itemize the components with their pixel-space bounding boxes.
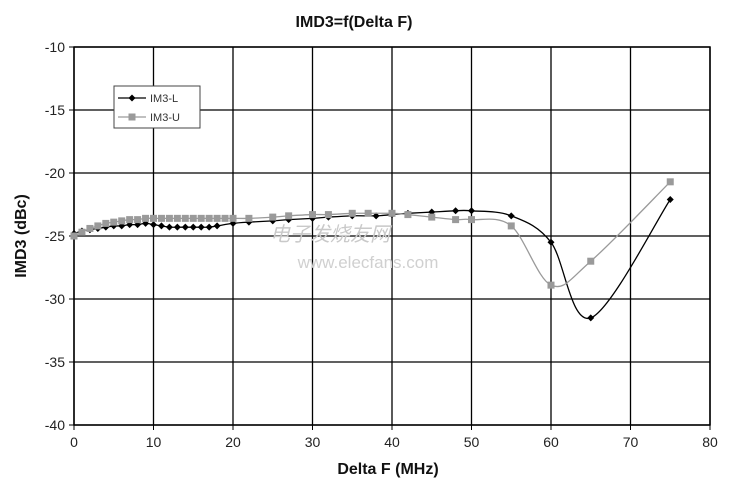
data-point-im3-u (118, 217, 126, 225)
data-point-im3-u (197, 214, 205, 222)
x-tick-label: 20 (225, 434, 241, 450)
data-point-im3-l (173, 223, 181, 231)
x-tick-label: 30 (305, 434, 321, 450)
data-point-im3-u (181, 214, 189, 222)
y-tick-label: -20 (45, 165, 65, 181)
data-point-im3-u (134, 216, 142, 224)
legend-label-im3-u: IM3-U (150, 112, 180, 124)
data-point-im3-l (181, 223, 189, 231)
data-point-im3-u (86, 224, 94, 232)
watermark-url-text: www.elecfans.com (297, 253, 439, 272)
data-point-im3-l (205, 223, 213, 231)
data-point-im3-l (197, 223, 205, 231)
data-point-im3-u (102, 219, 110, 227)
data-point-im3-u (213, 214, 221, 222)
data-point-im3-u (348, 209, 356, 217)
watermark: 电子发烧友网 www.elecfans.com (270, 222, 438, 272)
data-point-im3-u (165, 214, 173, 222)
data-point-im3-u (94, 222, 102, 230)
data-point-im3-u (428, 213, 436, 221)
legend-label-im3-l: IM3-L (150, 93, 178, 105)
data-point-im3-l (468, 207, 475, 215)
data-point-im3-l (666, 195, 674, 203)
watermark-chinese-text: 电子发烧友网 (270, 222, 393, 246)
x-tick-label: 70 (623, 434, 639, 450)
data-point-im3-u (388, 209, 396, 217)
data-point-im3-u (666, 178, 674, 186)
x-tick-label: 10 (146, 434, 162, 450)
y-tick-label: -10 (45, 39, 65, 55)
x-tick-label: 40 (384, 434, 400, 450)
data-point-im3-u (150, 214, 157, 222)
data-point-im3-l (507, 212, 515, 220)
y-axis-title: IMD3 (dBc) (13, 194, 30, 278)
data-point-im3-u (126, 216, 134, 224)
data-point-im3-l (452, 207, 460, 215)
data-point-im3-u (324, 211, 332, 219)
legend-box (113, 85, 201, 129)
data-point-im3-u (452, 216, 460, 224)
data-point-im3-u (142, 214, 150, 222)
y-tick-label: -30 (45, 291, 65, 307)
legend-marker-im3-u (128, 113, 136, 121)
legend: IM3-L IM3-U (113, 85, 201, 129)
data-point-im3-u (189, 214, 197, 222)
data-point-im3-l (189, 223, 197, 231)
data-point-im3-u (205, 214, 213, 222)
series-im3-u (70, 178, 674, 289)
y-tick-label: -40 (45, 417, 65, 433)
data-point-im3-u (285, 212, 293, 220)
y-tick-label: -35 (45, 354, 65, 370)
x-tick-label: 60 (543, 434, 559, 450)
legend-marker-im3-l (128, 94, 136, 102)
data-point-im3-u (404, 211, 412, 219)
data-point-im3-l (547, 238, 555, 246)
tick-layer: 0 10 20 30 40 50 60 70 80 -10 -15 -20 -25 -30 -35 -40 (45, 39, 718, 450)
x-tick-label: 0 (70, 434, 78, 450)
data-point-im3-l (157, 222, 165, 230)
data-point-im3-u (173, 214, 181, 222)
data-point-im3-u (309, 211, 316, 219)
data-point-im3-l (213, 222, 221, 230)
data-point-im3-u (78, 228, 86, 236)
chart-title: IMD3=f(Delta F) (296, 14, 413, 31)
data-point-im3-l (372, 212, 380, 220)
data-point-im3-u (229, 214, 237, 222)
x-tick-label: 50 (464, 434, 480, 450)
data-point-im3-u (547, 281, 555, 289)
series-layer (70, 178, 674, 322)
x-axis-title: Delta F (MHz) (337, 461, 438, 478)
data-point-im3-l (150, 221, 157, 229)
data-point-im3-u (364, 209, 372, 217)
y-tick-label: -15 (45, 102, 65, 118)
y-tick-label: -25 (45, 228, 65, 244)
data-point-im3-u (507, 222, 515, 230)
data-point-im3-l (587, 314, 595, 322)
data-point-im3-u (468, 216, 475, 224)
x-tick-label: 80 (702, 434, 718, 450)
data-point-im3-u (587, 257, 595, 265)
data-point-im3-l (165, 223, 173, 231)
data-point-im3-u (245, 214, 253, 222)
data-point-im3-u (70, 232, 78, 240)
data-point-im3-u (269, 213, 277, 221)
data-point-im3-u (221, 214, 229, 222)
data-point-im3-u (110, 218, 118, 226)
data-point-im3-u (157, 214, 165, 222)
